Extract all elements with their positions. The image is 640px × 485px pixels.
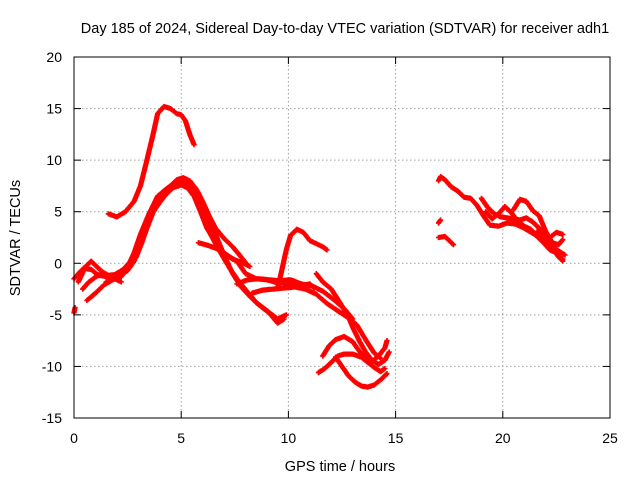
x-tick-label: 10: [281, 430, 297, 446]
series-arc-1: [71, 305, 78, 316]
series-arc-21: [435, 217, 444, 226]
data-point-markers: [333, 354, 390, 390]
x-tick-label: 5: [177, 430, 185, 446]
series-arc-5: [80, 179, 289, 322]
data-point-markers: [534, 228, 566, 241]
axis-ticks: 0 5 10 15 20 25 -15 -10 -5 0 5 10 15 20: [42, 49, 618, 446]
y-tick-label: 0: [54, 255, 62, 271]
y-tick-label: -10: [42, 358, 62, 374]
x-tick-label: 15: [388, 430, 404, 446]
y-tick-label: 10: [46, 152, 62, 168]
data-point-markers: [320, 333, 390, 364]
data-point-markers: [483, 204, 566, 264]
series-arc-12: [313, 271, 392, 367]
data-point-markers: [80, 179, 289, 322]
series-arc-14: [320, 333, 390, 364]
series-arc-6: [84, 176, 287, 326]
y-tick-label: -5: [50, 307, 63, 323]
x-tick-label: 0: [70, 430, 78, 446]
data-point-markers: [313, 271, 392, 367]
data-point-markers: [71, 305, 78, 316]
series-arc-11: [275, 226, 330, 291]
series-arc-20: [534, 228, 566, 241]
y-tick-label: 20: [46, 49, 62, 65]
data-series: [71, 103, 568, 390]
series-arc-22: [435, 233, 457, 248]
data-point-markers: [435, 233, 457, 248]
data-point-markers: [435, 217, 444, 226]
chart-title: Day 185 of 2024, Sidereal Day-to-day VTE…: [81, 21, 609, 37]
series-arc-7: [105, 103, 197, 220]
x-tick-label: 25: [602, 430, 618, 446]
x-tick-label: 20: [495, 430, 511, 446]
x-axis-label: GPS time / hours: [285, 459, 395, 475]
series-arc-15: [333, 354, 390, 390]
y-tick-label: 5: [54, 204, 62, 220]
y-tick-label: 15: [46, 101, 62, 117]
series-arc-18: [483, 204, 566, 264]
y-axis-label: SDTVAR / TECUs: [8, 180, 24, 296]
y-tick-label: -15: [42, 410, 62, 426]
plot-frame: [73, 56, 611, 419]
data-point-markers: [84, 176, 287, 326]
data-point-markers: [105, 103, 197, 220]
data-point-markers: [275, 226, 330, 291]
